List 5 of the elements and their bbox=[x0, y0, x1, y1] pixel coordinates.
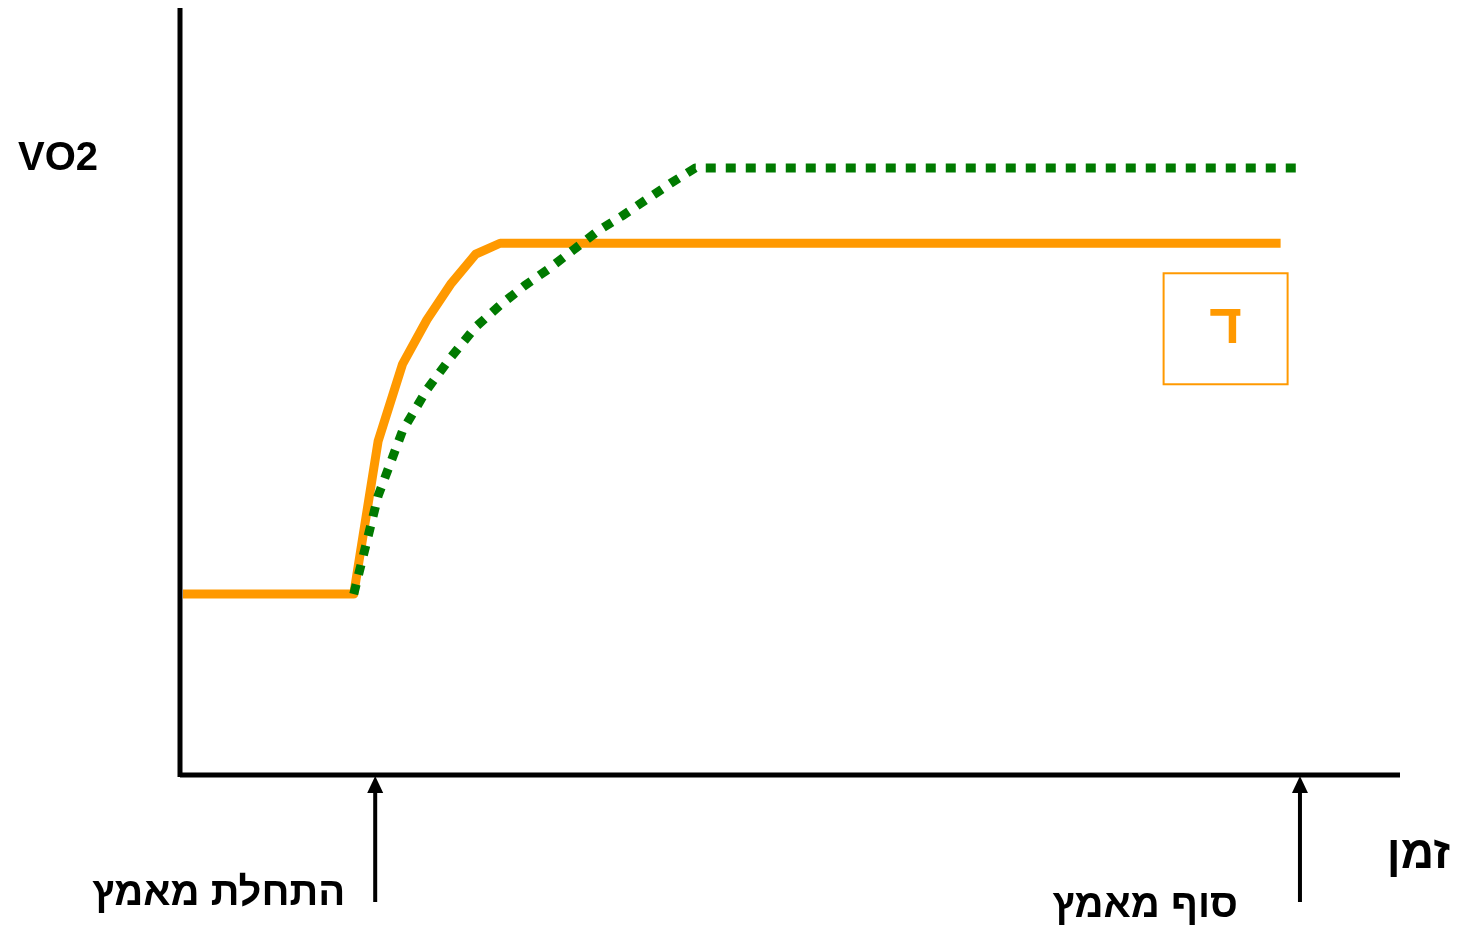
text: התחלת מאמץ bbox=[92, 869, 346, 913]
text: סוף מאמץ bbox=[1052, 881, 1238, 925]
x-axis-title: זמן bbox=[1386, 826, 1451, 878]
y-axis-title: VO2 bbox=[18, 134, 99, 178]
series-label: ד bbox=[1209, 292, 1242, 356]
